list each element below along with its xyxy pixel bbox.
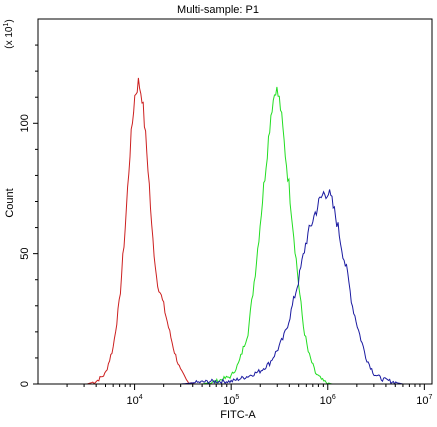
chart-title: Multi-sample: P1: [177, 4, 259, 16]
x-tick-label: 107: [416, 394, 432, 407]
x-tick-label: 104: [127, 394, 143, 407]
x-tick-label: 106: [320, 394, 336, 407]
series-line-3: [180, 189, 404, 385]
x-axis-label: FITC-A: [220, 409, 256, 421]
y-multiplier-label: (x 101): [3, 19, 15, 48]
y-tick-label: 0: [19, 381, 31, 387]
plot-frame: [37, 18, 433, 385]
series-line-1: [86, 77, 203, 385]
y-tick-label: 50: [19, 248, 31, 260]
plot-layer: 104 105 106 107 0 50 100: [19, 44, 433, 407]
y-tick-label: 100: [19, 114, 31, 132]
y-axis-label: Count: [4, 188, 16, 217]
x-tick-label: 105: [223, 394, 239, 407]
series-line-2: [180, 86, 342, 385]
